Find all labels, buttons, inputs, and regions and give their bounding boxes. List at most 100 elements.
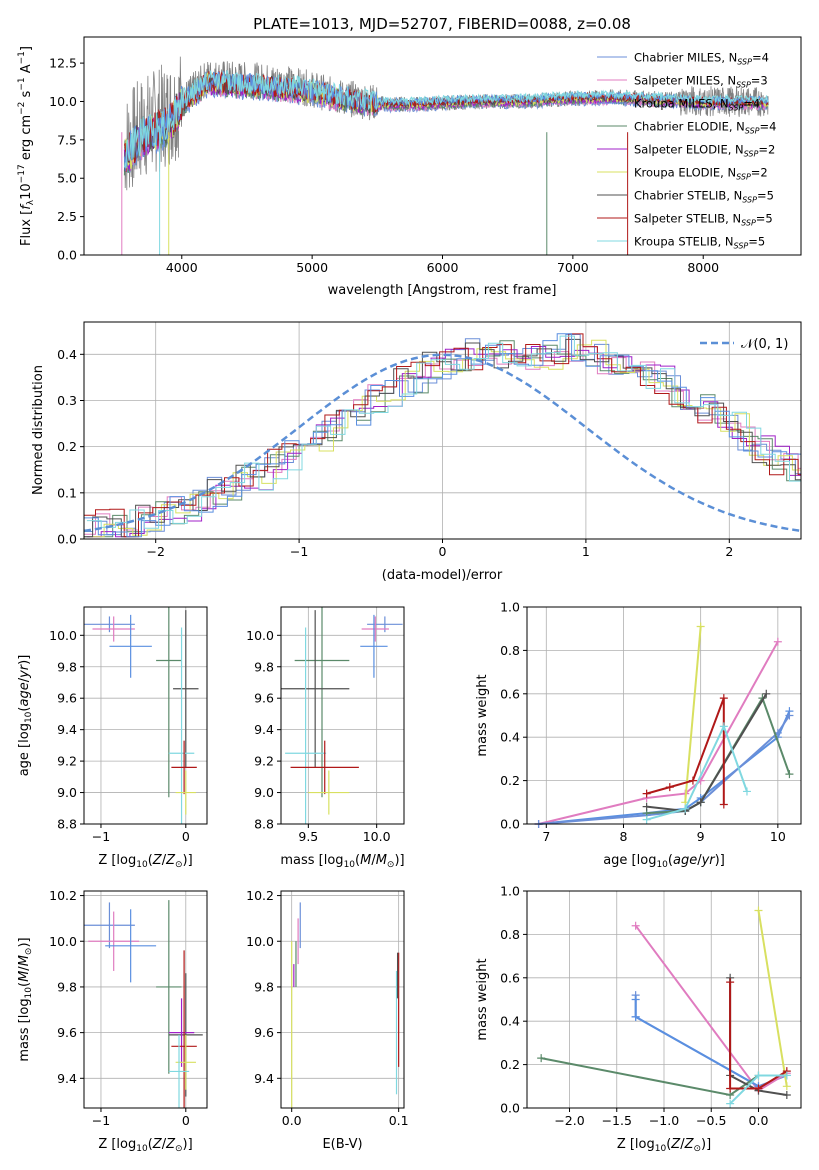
mass-weight-point [782,1071,791,1080]
y-tick-label: 9.8 [57,979,77,994]
x-tick-label: −1.5 [602,1113,632,1128]
legend-label: Chabrier MILES, NSSP=4 [634,51,769,67]
x-tick-label: −1.0 [649,1113,679,1128]
y-tick-label: 5.0 [57,171,77,186]
y-tick-label: 0.6 [500,686,520,701]
spectrum-xlabel: wavelength [Angstrom, rest frame] [328,283,557,298]
mass-weight-point [754,906,763,915]
y-tick-label: 0.0 [57,532,77,547]
x-tick-label: 6000 [427,260,459,275]
x-tick-label: 9 [697,829,705,844]
x-axis-label: age [log10(age/yr)] [603,853,725,870]
y-tick-label: 0.1 [57,485,77,500]
legend-label: Chabrier STELIB, NSSP=5 [634,189,774,205]
x-tick-label: 0.1 [389,1113,409,1128]
x-tick-label: −2 [146,544,164,559]
mass-weight-point [665,783,674,792]
axes-frame [83,890,208,1109]
x-tick-label: 0 [182,1113,190,1128]
mass-weight-line [634,999,759,1088]
y-tick-label: 9.4 [57,722,77,737]
x-tick-label: 4000 [166,260,198,275]
mass-weight-point [631,1012,640,1021]
mass-weight-point [642,802,651,811]
legend-item: Chabrier MILES, NSSP=4 [597,51,769,67]
errorbar-markers [84,900,203,1108]
mass-weight-point [726,1084,735,1093]
mass-weight-series [534,622,794,828]
histogram-step-line [86,335,801,529]
y-tick-label: 10.0 [246,934,274,949]
y-tick-label: 0.2 [500,1057,520,1072]
y-tick-label: 10.2 [49,888,77,903]
y-tick-label: 9.4 [57,1071,77,1086]
legend-label: Salpeter MILES, NSSP=3 [634,74,768,90]
x-axis-label: Z [log10(Z/Z⊙)] [98,1137,192,1154]
mass-weight-point [773,637,782,646]
y-tick-label: 9.4 [254,722,274,737]
y-tick-label: 9.6 [57,1025,77,1040]
histogram-step-line [84,334,801,536]
age-vs-metallicity-panel: −1 0 8.8 9.0 9.2 9.4 9.6 9.8 10.0 Z [log10(Z/Z⊙)]… [17,606,208,870]
mass-vs-metallicity-panel: −1 0 9.4 9.6 9.8 10.0 10.2 Z [log10(Z/Z⊙)] mass … [17,888,208,1154]
y-tick-label: 9.6 [57,691,77,706]
legend-label: Salpeter ELODIE, NSSP=2 [634,143,775,159]
mass-weight-point [726,978,735,987]
x-tick-label: 1 [582,544,590,559]
axes-frame [526,890,802,1109]
y-tick-label: 8.8 [254,817,274,832]
mass-weight-point [719,800,728,809]
legend-item: Chabrier ELODIE, NSSP=4 [597,120,776,136]
ticks: −1 0 8.8 9.0 9.2 9.4 9.6 9.8 10.0 [49,628,190,844]
mass-vs-extinction-panel: 0.0 0.1 9.4 9.6 9.8 10.0 10.2 E(B-V) [246,888,408,1152]
mass-weight-point [785,711,794,720]
y-tick-label: 0.4 [57,347,77,362]
y-tick-label: 0.8 [500,643,520,658]
legend-label: Kroupa MILES, NSSP=4 [634,97,760,113]
y-axis-label: mass weight [475,958,490,1040]
y-tick-label: 10.0 [49,628,77,643]
y-tick-label: 7.5 [57,132,77,147]
age-vs-mass-panel: 9.5 10.0 8.8 9.0 9.2 9.4 9.6 9.8 10.0 mass [log10… [246,606,405,870]
spectrum-legend: Chabrier MILES, NSSP=4 Salpeter MILES, NS… [597,51,776,251]
y-tick-label: 8.8 [57,817,77,832]
y-tick-label: 0.4 [500,1014,520,1029]
model-spectrum-line [123,70,769,169]
spectrum-ylabel: Flux [fλ10−17 erg cm−2 s−1 A−1] [17,46,36,246]
legend-item: Kroupa MILES, NSSP=4 [597,97,760,113]
spectrum-ticks: 4000 5000 6000 7000 8000 0.0 2.5 5.0 7.5 10.0 12.5 [49,56,719,275]
mass-weight-point [742,787,751,796]
y-tick-label: 0.3 [57,393,77,408]
x-tick-label: 0 [439,544,447,559]
y-tick-label: 9.2 [57,754,77,769]
mass-weight-point [785,770,794,779]
mass-weight-point [642,789,651,798]
x-axis-label: Z [log10(Z/Z⊙)] [98,853,192,870]
histogram-xlabel: (data-model)/error [382,568,503,583]
mass-weight-series [537,906,791,1108]
y-axis-label: mass [log10(M/M⊙)] [17,937,34,1061]
spectrum-panel: 4000 5000 6000 7000 8000 0.0 2.5 5.0 7.5 10.0 12.5… [17,36,802,298]
legend-item: Salpeter MILES, NSSP=3 [597,74,768,90]
legend-item: Kroupa STELIB, NSSP=5 [597,235,765,251]
x-tick-label: 0.0 [749,1113,769,1128]
y-axis-label: age [log10(age/yr)] [17,655,34,777]
histogram-legend: 𝒩(0, 1) [700,337,788,352]
histogram-ticks: −2 −1 0 1 2 0.0 0.1 0.2 0.3 0.4 [57,347,733,559]
mass-weight-point [631,995,640,1004]
x-tick-label: 5000 [296,260,328,275]
y-tick-label: 9.0 [57,785,77,800]
x-tick-label: 10 [770,829,786,844]
mass-weight-point [719,694,728,703]
x-tick-label: 7000 [557,260,589,275]
y-tick-label: 9.4 [254,1071,274,1086]
y-tick-label: 10.0 [246,628,274,643]
mass-weight-line [646,693,768,813]
x-tick-label: 8000 [687,260,719,275]
mass-weight-line [646,723,748,821]
y-tick-label: 0.0 [500,1101,520,1116]
mass-weight-point [719,722,728,731]
mass-weight-point [782,1082,791,1091]
mass-weight-line [757,910,788,1087]
y-tick-label: 9.6 [254,1025,274,1040]
